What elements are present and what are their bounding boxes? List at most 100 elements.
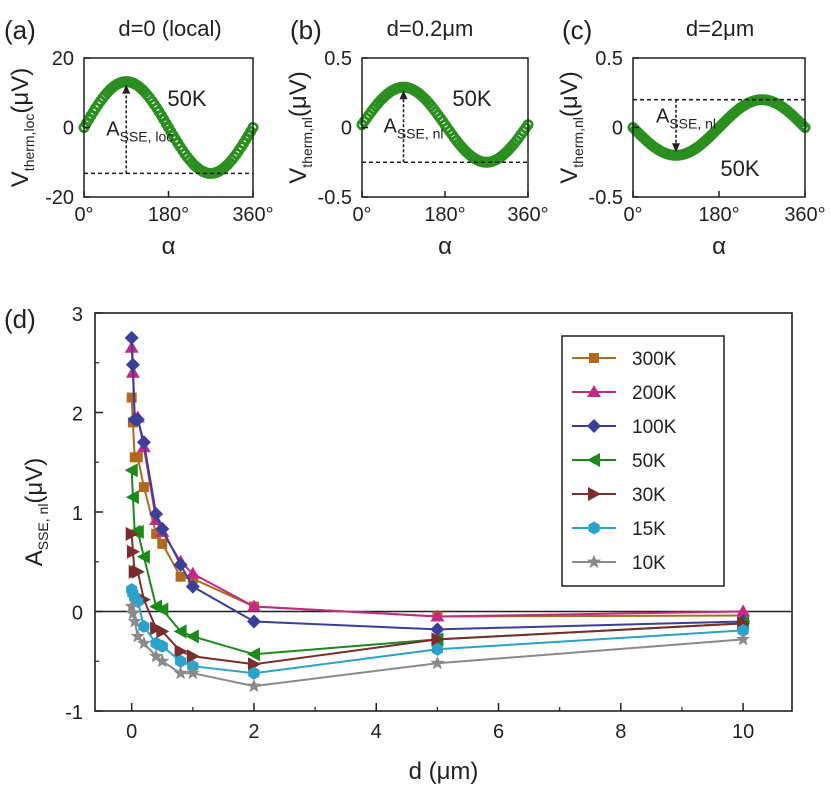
panel-a-plot: 0° 180° 360° 20 0 -20 α Vtherm,loc(μV) 50K ASSE, … — [7, 48, 274, 260]
panel-a-amplitude-main: A — [106, 119, 120, 141]
panel-d-xtick-label: 4 — [371, 721, 382, 743]
panel-a-arrow-head — [122, 84, 131, 94]
panel-b-amplitude-sub: SSE, nl — [397, 126, 444, 142]
data-point-50K — [155, 602, 169, 617]
panel-d-xlabel: d (μm) — [409, 758, 479, 785]
legend-item-100K: 100K — [572, 417, 677, 438]
data-point-15K — [737, 623, 749, 637]
panel-c-title: d=2μm — [686, 16, 754, 41]
data-point-10K — [736, 631, 751, 646]
panel-c-amplitude-arrow — [672, 99, 680, 153]
panel-b-amplitude-label: ASSE, nl — [384, 116, 444, 142]
data-point-100K — [124, 330, 139, 345]
panel-d-xtick-label: 2 — [248, 721, 259, 743]
panel-d-xtick-label: 0 — [126, 721, 137, 743]
legend-item-30K: 30K — [572, 485, 666, 506]
panel-c-ylabel-main: V — [556, 168, 583, 184]
data-point-200K — [736, 604, 751, 617]
panel-c-arrow-head — [672, 143, 680, 153]
data-point-200K — [185, 566, 200, 579]
panel-d-xtick-label: 10 — [732, 721, 754, 743]
data-point-300K — [132, 452, 143, 463]
panel-d-ytick-label: 2 — [72, 404, 83, 426]
data-point-300K — [126, 392, 137, 403]
legend-marker-10K — [586, 554, 602, 569]
data-point-50K — [247, 647, 260, 662]
panel-a-temperature: 50K — [167, 86, 206, 111]
data-point-300K — [151, 528, 162, 539]
data-point-300K — [175, 571, 186, 582]
data-point-10K — [127, 614, 142, 628]
data-point-30K — [174, 644, 188, 659]
panel-d-xtick-label: 8 — [615, 721, 626, 743]
legend-label-300K: 300K — [632, 349, 677, 370]
legend-label-10K: 10K — [632, 553, 666, 574]
panel-b-temperature: 50K — [452, 86, 491, 111]
data-point-300K — [138, 482, 149, 493]
panel-a-data — [78, 76, 259, 179]
panel-a-amplitude-sub: SSE, loc — [120, 129, 174, 145]
legend-label-30K: 30K — [632, 485, 666, 506]
panel-d-ytick-label: 1 — [72, 503, 83, 525]
data-point-10K — [173, 665, 188, 680]
panel-a-ylabel-main: V — [7, 171, 34, 187]
panel-c-ytick-label: 0 — [612, 118, 623, 140]
panel-c-xtick-label: 360° — [784, 204, 825, 226]
data-point-100K — [125, 357, 140, 372]
panel-c-ytick-label: 0.5 — [595, 48, 623, 70]
panel-b-ytick-label: 0.5 — [324, 48, 352, 70]
legend-marker-200K — [587, 385, 601, 397]
panel-a-xtick-label: 180° — [148, 204, 189, 226]
panel-a-ylabel: Vtherm,loc(μV) — [7, 68, 37, 187]
data-point-10K — [124, 599, 139, 613]
panel-a-amplitude-label: ASSE, loc — [106, 119, 173, 145]
panel-letter-b: (b) — [290, 15, 322, 45]
panel-d-xtick-label: 6 — [493, 721, 504, 743]
panel-a-ytick-label: 20 — [52, 48, 74, 70]
legend-item-15K: 15K — [572, 519, 666, 540]
panel-d-ylabel-unit: (μV) — [21, 458, 48, 504]
series-line-100K — [130, 337, 744, 631]
panel-b-amplitude-arrow — [399, 90, 408, 163]
series-100K — [124, 330, 751, 637]
data-point-30K — [248, 657, 261, 672]
data-point-300K — [157, 538, 168, 549]
panel-a-title: d=0 (local) — [118, 16, 221, 41]
data-point-10K — [185, 665, 200, 680]
data-point-15K — [156, 639, 168, 653]
data-point-15K — [431, 642, 443, 656]
legend-label-50K: 50K — [632, 451, 666, 472]
legend-label-100K: 100K — [632, 417, 677, 438]
panel-letter-c: (c) — [562, 15, 592, 45]
data-point-10K — [130, 628, 145, 643]
panel-d-ylabel-main: A — [21, 550, 48, 566]
data-point-10K — [430, 655, 445, 670]
data-point-100K — [430, 622, 445, 637]
panel-a-xlabel: α — [162, 233, 176, 260]
panel-c-amplitude-sub: SSE, nl — [669, 116, 716, 132]
legend-item-300K: 300K — [572, 349, 677, 370]
data-point-50K — [130, 524, 144, 539]
data-point-100K — [130, 412, 145, 427]
panel-b-xlabel: α — [438, 233, 452, 260]
panel-d-ytick-label: -1 — [65, 702, 83, 724]
data-point-100K — [247, 614, 261, 629]
data-point-100K — [149, 507, 164, 521]
legend-item-200K: 200K — [572, 383, 677, 404]
data-point-30K — [431, 632, 445, 647]
data-point-200K — [247, 599, 261, 612]
panel-d-ylabel-sub: SSE, nl — [35, 504, 51, 551]
panel-letter-d: (d) — [4, 304, 36, 334]
panel-b-ylabel-unit: (μV) — [285, 71, 312, 117]
panel-c-ylabel-unit: (μV) — [556, 71, 583, 117]
panel-b-ytick-label: -0.5 — [318, 187, 352, 209]
legend-marker-50K — [587, 453, 600, 467]
data-point-100K — [173, 557, 188, 572]
data-point-100K — [136, 435, 151, 450]
legend-label-200K: 200K — [632, 383, 677, 404]
legend-marker-15K — [588, 521, 600, 535]
panel-b-ylabel-sub: therm,nl — [299, 117, 315, 168]
panel-c-data-point — [797, 119, 809, 131]
panel-c-temperature: 50K — [720, 156, 759, 181]
